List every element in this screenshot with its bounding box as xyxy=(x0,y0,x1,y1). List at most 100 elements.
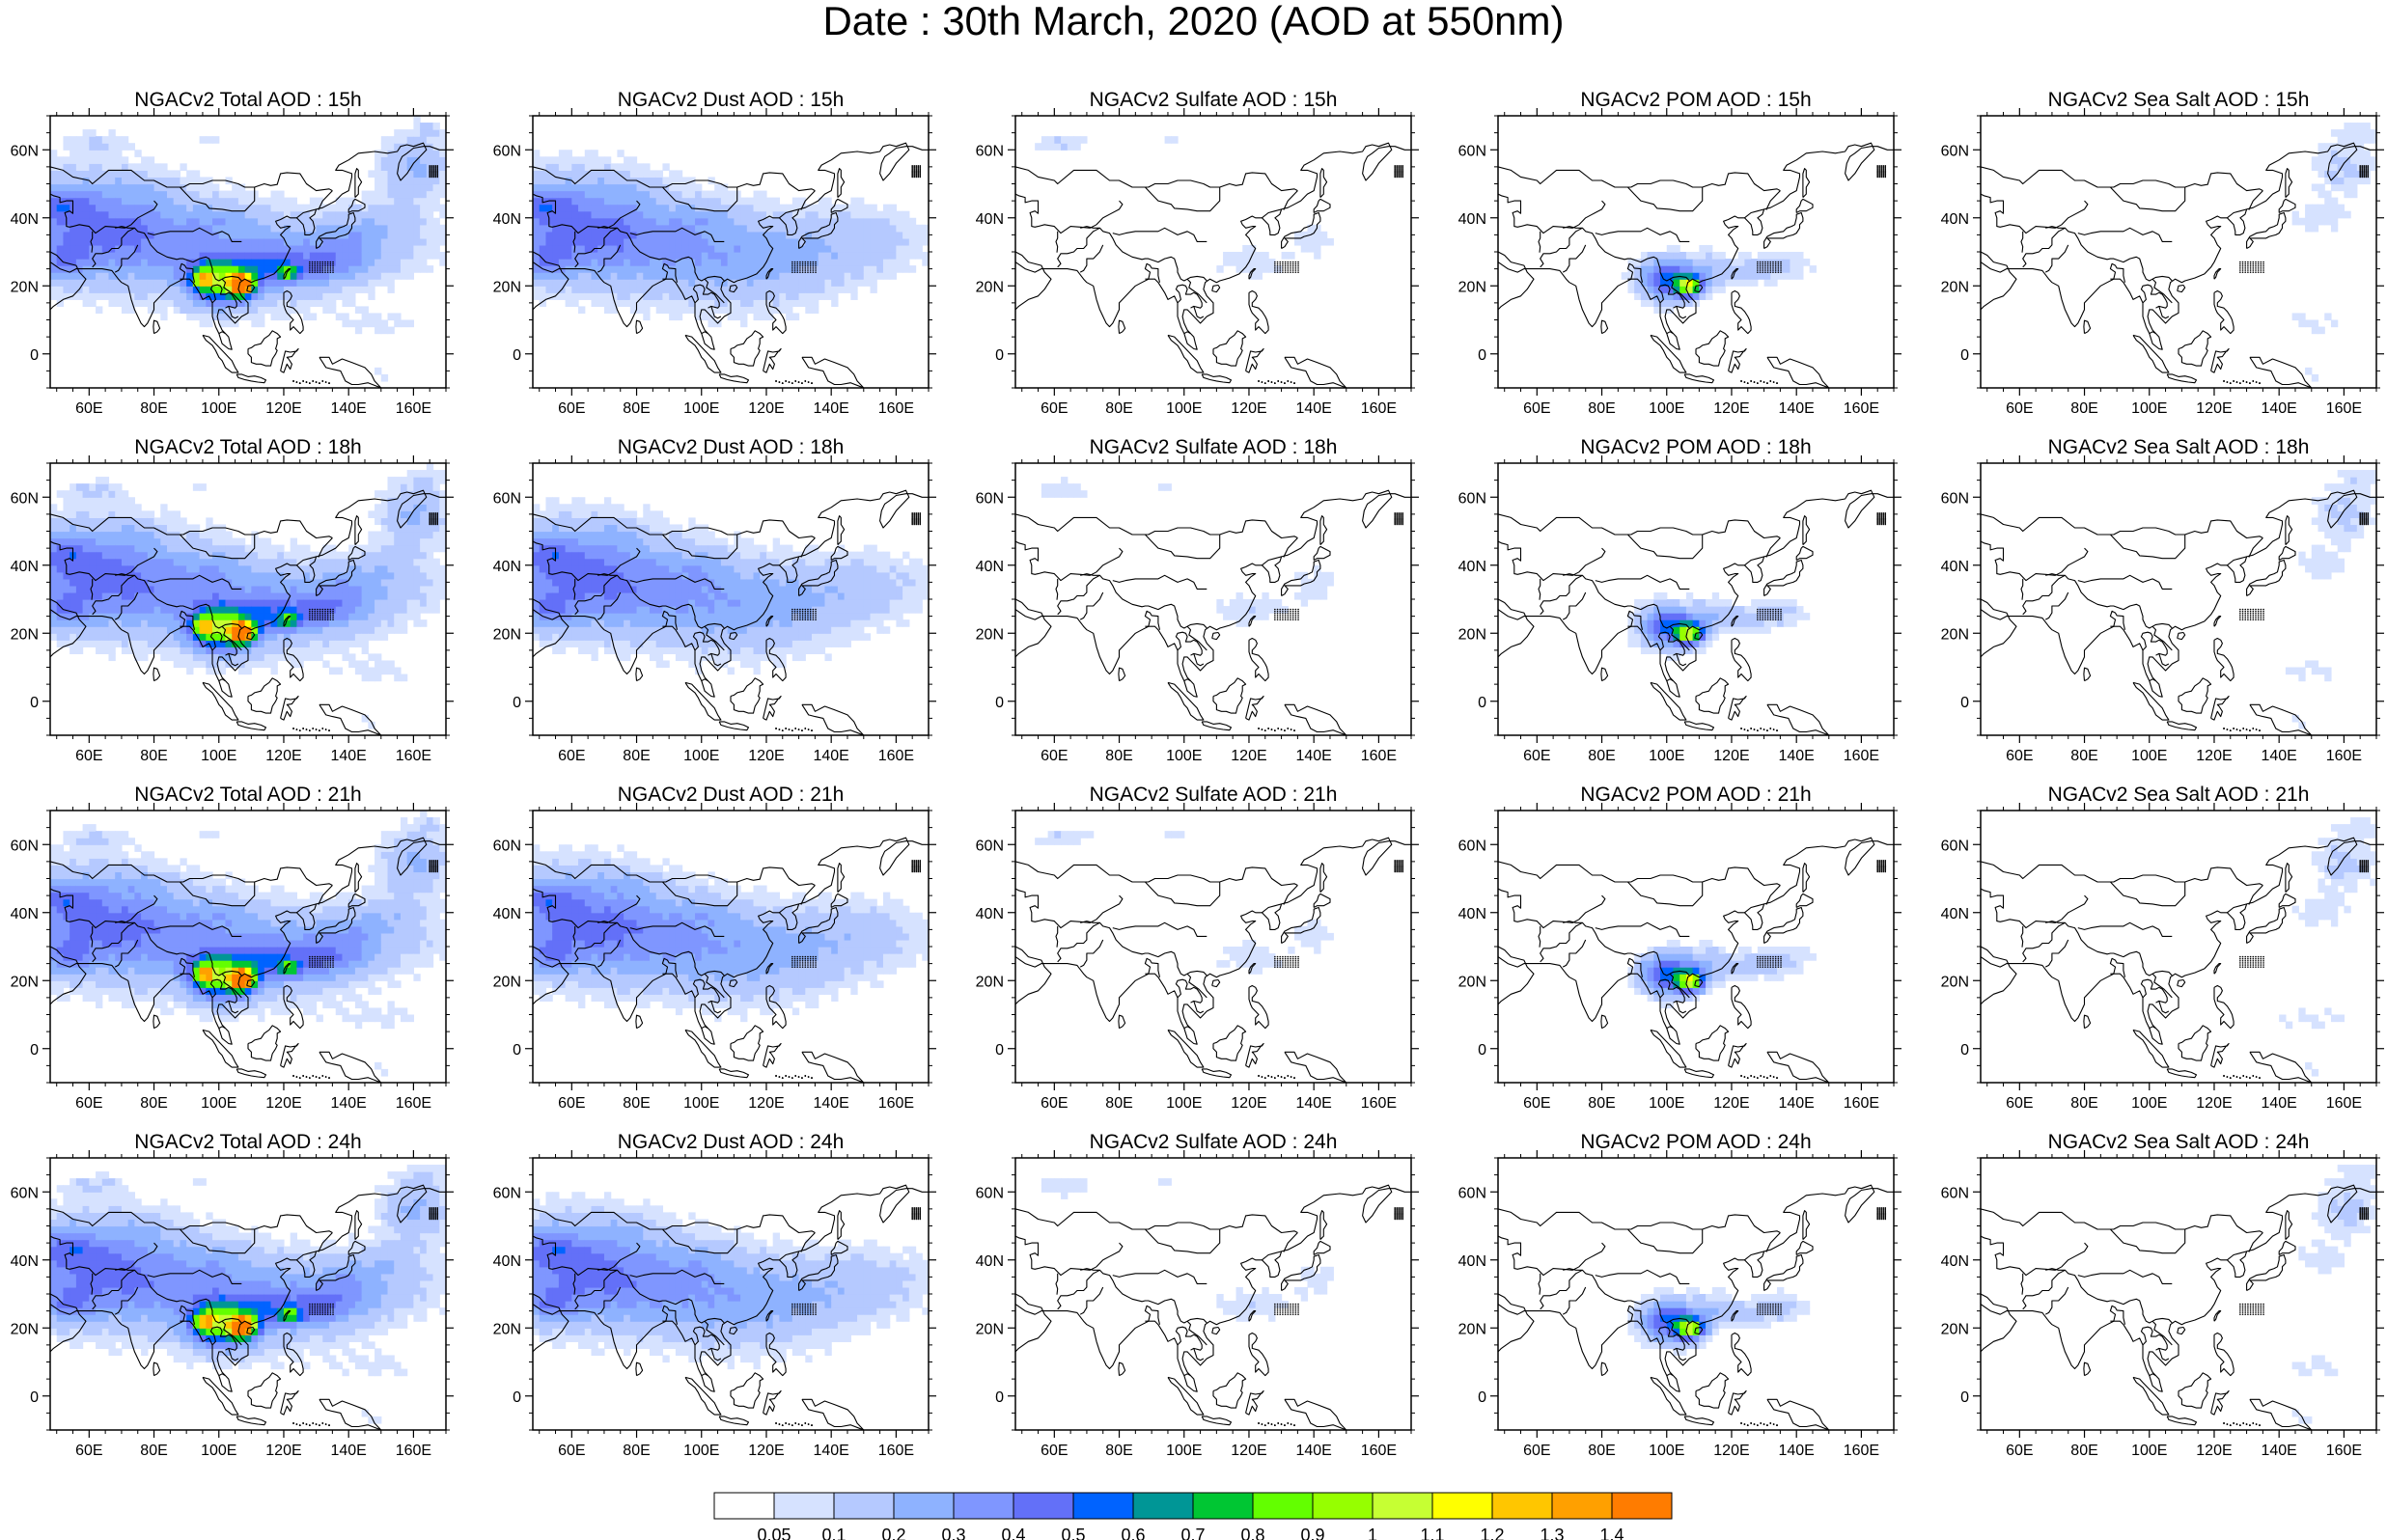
colorbar-label: 1.3 xyxy=(1540,1526,1564,1540)
aod-field xyxy=(1041,477,1334,627)
coastlines-borders xyxy=(50,1184,446,1430)
colorbar-label: 0.05 xyxy=(757,1526,791,1540)
small-islands xyxy=(1740,512,1887,731)
lat-tick-label: 40N xyxy=(1458,906,1486,922)
panel-title: NGACv2 Sea Salt AOD : 15h xyxy=(2048,89,2310,111)
lon-tick-label: 80E xyxy=(1588,748,1615,764)
small-islands xyxy=(292,860,439,1079)
lon-tick-label: 80E xyxy=(2070,400,2097,417)
lon-tick-label: 140E xyxy=(330,1095,366,1112)
lat-tick-label: 0 xyxy=(513,695,521,711)
lon-tick-label: 140E xyxy=(2261,748,2296,764)
coastlines-borders xyxy=(1015,837,1411,1083)
aod-field xyxy=(2291,1165,2376,1424)
colorbar-label: 0.4 xyxy=(1001,1526,1025,1540)
lat-tick-label: 60N xyxy=(1941,838,1969,854)
lat-tick-label: 20N xyxy=(1458,626,1486,643)
lat-tick-label: 60N xyxy=(1941,143,1969,159)
lat-tick-label: 0 xyxy=(1960,695,1969,711)
colorbar-bin xyxy=(773,1492,835,1520)
colorbar-bin xyxy=(1192,1492,1254,1520)
lon-tick-label: 140E xyxy=(1295,748,1331,764)
lon-tick-label: 120E xyxy=(2196,1443,2232,1459)
lon-tick-label: 140E xyxy=(1295,400,1331,417)
lat-tick-label: 20N xyxy=(1458,974,1486,990)
map-frame xyxy=(1014,462,1412,736)
lat-tick-label: 40N xyxy=(493,906,521,922)
lat-tick-label: 60N xyxy=(976,838,1004,854)
lon-tick-label: 80E xyxy=(623,400,650,417)
lon-tick-label: 160E xyxy=(396,1095,431,1112)
lon-tick-label: 60E xyxy=(2006,1443,2033,1459)
lon-tick-label: 60E xyxy=(558,1443,585,1459)
lon-tick-label: 120E xyxy=(2196,400,2232,417)
lat-tick-label: 0 xyxy=(1478,1042,1486,1059)
colorbar-bin xyxy=(1551,1492,1613,1520)
lon-tick-label: 60E xyxy=(75,400,102,417)
lon-tick-label: 100E xyxy=(1649,1095,1684,1112)
lon-tick-label: 160E xyxy=(396,400,431,417)
map-panel-pom-15h: NGACv2 POM AOD : 15h 60E 80E 100E 120E 140E 16… xyxy=(1458,89,1901,417)
map-panel-total-18h: NGACv2 Total AOD : 18h 60E 80E 100E 120E 140E… xyxy=(11,436,454,764)
lon-tick-label: 140E xyxy=(2261,1443,2296,1459)
lon-tick-label: 80E xyxy=(623,1443,650,1459)
lon-tick-label: 60E xyxy=(2006,400,2033,417)
lon-tick-label: 120E xyxy=(748,400,784,417)
lon-tick-label: 140E xyxy=(1778,1095,1814,1112)
lat-tick-label: 20N xyxy=(493,974,521,990)
colorbar-label: 0.2 xyxy=(881,1526,905,1540)
coastlines-borders xyxy=(1015,489,1411,735)
lon-tick-label: 80E xyxy=(2070,1443,2097,1459)
lon-tick-label: 120E xyxy=(748,748,784,764)
lon-tick-label: 60E xyxy=(558,400,585,417)
lat-tick-label: 0 xyxy=(995,695,1004,711)
lat-tick-label: 60N xyxy=(493,490,521,507)
lon-tick-label: 160E xyxy=(1844,1095,1879,1112)
lon-tick-label: 140E xyxy=(330,748,366,764)
lon-tick-label: 120E xyxy=(2196,748,2232,764)
lat-tick-label: 20N xyxy=(493,1321,521,1337)
lon-tick-label: 60E xyxy=(75,1443,102,1459)
lon-tick-label: 60E xyxy=(1041,1443,1068,1459)
lon-tick-label: 160E xyxy=(1361,748,1397,764)
aod-field xyxy=(1627,591,1811,662)
panel-title: NGACv2 Total AOD : 15h xyxy=(134,89,361,111)
aod-field xyxy=(1627,939,1817,1009)
aod-field xyxy=(50,116,446,382)
panel-title: NGACv2 Total AOD : 18h xyxy=(134,436,361,458)
small-islands xyxy=(2223,165,2370,384)
lat-tick-label: 60N xyxy=(11,838,39,854)
lon-tick-label: 160E xyxy=(878,1443,914,1459)
lat-tick-label: 40N xyxy=(1941,906,1969,922)
lon-tick-label: 60E xyxy=(1523,400,1550,417)
lon-tick-label: 80E xyxy=(1105,1443,1132,1459)
lon-tick-label: 80E xyxy=(140,1095,167,1112)
lon-tick-label: 60E xyxy=(1041,400,1068,417)
lon-tick-label: 120E xyxy=(1231,1443,1266,1459)
coastlines-borders xyxy=(533,837,929,1083)
lon-tick-label: 120E xyxy=(1713,1095,1749,1112)
aod-field xyxy=(50,463,446,729)
map-panel-dust-15h: NGACv2 Dust AOD : 15h 60E 80E 100E 120E 140E 1… xyxy=(493,89,936,417)
panel-title: NGACv2 Sea Salt AOD : 18h xyxy=(2048,436,2310,458)
coastlines-borders xyxy=(1498,142,1894,388)
lon-tick-label: 160E xyxy=(396,748,431,764)
lat-tick-label: 60N xyxy=(11,490,39,507)
lon-tick-label: 140E xyxy=(1295,1095,1331,1112)
map-panel-seasalt-24h: NGACv2 Sea Salt AOD : 24h 60E 80E 100E 120E 1… xyxy=(1941,1131,2384,1459)
lon-tick-label: 80E xyxy=(140,1443,167,1459)
lat-tick-label: 0 xyxy=(30,1042,39,1059)
aod-field xyxy=(2285,470,2376,729)
colorbar-label: 0.9 xyxy=(1300,1526,1324,1540)
lat-tick-label: 0 xyxy=(995,347,1004,364)
lat-tick-label: 40N xyxy=(1458,1253,1486,1270)
lat-tick-label: 0 xyxy=(30,695,39,711)
lat-tick-label: 0 xyxy=(1960,1389,1969,1406)
lon-tick-label: 160E xyxy=(1844,1443,1879,1459)
lon-tick-label: 80E xyxy=(140,748,167,764)
lat-tick-label: 20N xyxy=(11,279,39,295)
lat-tick-label: 20N xyxy=(976,626,1004,643)
small-islands xyxy=(292,1207,439,1426)
map-panel-total-24h: NGACv2 Total AOD : 24h 60E 80E 100E 120E 140E… xyxy=(11,1131,454,1459)
lon-tick-label: 140E xyxy=(2261,1095,2296,1112)
